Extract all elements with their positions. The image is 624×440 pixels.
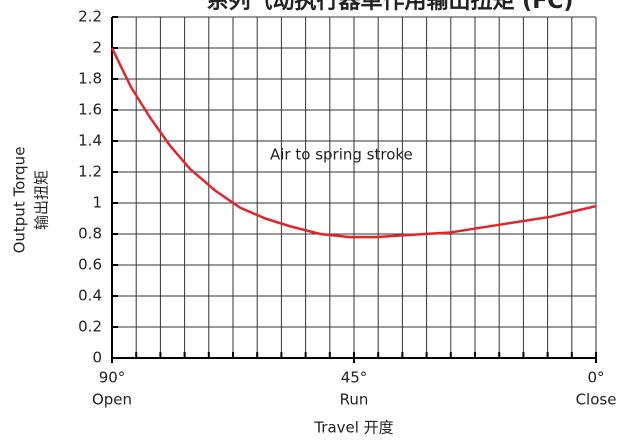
line-series xyxy=(110,47,597,239)
y-tick-label: 1.2 xyxy=(78,163,102,181)
y-tick-label: 1 xyxy=(92,194,102,212)
y-tick-label: 0.2 xyxy=(78,318,102,336)
x-tick-label: 45° xyxy=(341,369,368,387)
x-axis-label: Travel 开度 xyxy=(313,419,393,437)
y-tick-label: 1.4 xyxy=(78,132,102,150)
y-tick-label: 0.6 xyxy=(78,256,102,274)
annotation: Air to spring stroke xyxy=(270,146,413,164)
y-tick-label: 1.8 xyxy=(78,70,102,88)
y-tick-label: 1.6 xyxy=(78,101,102,119)
y-tick-label: 2.2 xyxy=(78,8,102,26)
x-tick-label: 90° xyxy=(99,369,126,387)
y-tick-label: 0.8 xyxy=(78,225,102,243)
y-axis-label: Output Torque xyxy=(11,147,29,254)
x-tick-label: 0° xyxy=(587,369,604,387)
x-tick-sublabel: Close xyxy=(576,391,617,409)
y-axis-label-cn: 输出扭矩 xyxy=(33,170,51,230)
y-tick-label: 0 xyxy=(92,349,102,367)
chart-title: 系列气动执行器单作用输出扭矩 (FC) xyxy=(207,0,574,14)
x-tick-sublabel: Open xyxy=(92,391,132,409)
y-tick-label: 2 xyxy=(92,39,102,57)
y-tick-label: 0.4 xyxy=(78,287,102,305)
x-tick-sublabel: Run xyxy=(340,391,369,409)
